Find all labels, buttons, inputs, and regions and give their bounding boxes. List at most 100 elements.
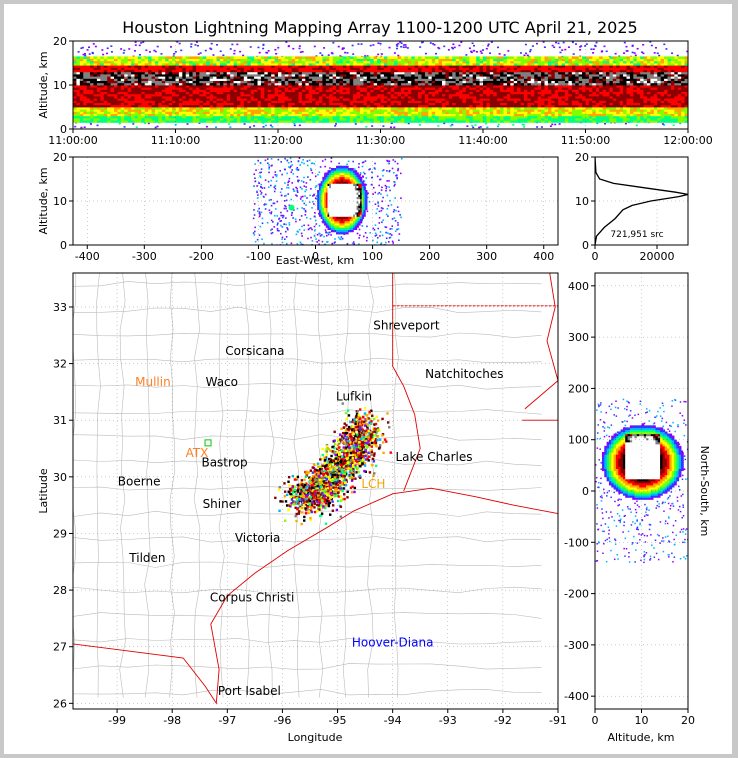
density-cell [250,100,255,103]
density-cell [356,115,361,119]
density-cell [264,80,269,84]
density-cell [424,67,429,70]
density-cell [353,76,358,79]
density-cell [267,60,272,64]
density-cell [161,87,166,90]
density-cell [254,118,259,121]
density-cell [407,109,412,112]
density-cell [319,71,324,75]
density-cell [445,107,450,110]
density-cell [452,65,457,68]
density-cell [254,85,259,88]
density-cell [414,56,419,59]
density-cell [86,100,91,103]
density-cell [363,80,368,84]
density-cell [213,107,218,110]
density-cell [407,91,412,95]
lightning-source [351,44,354,47]
density-cell [442,56,447,59]
density-cell [315,82,320,86]
density-cell [363,65,368,68]
density-cell [134,67,139,70]
density-cell [315,69,320,73]
density-cell [366,74,371,77]
density-cell [301,115,306,119]
density-cell [117,91,122,95]
density-cell [339,93,344,97]
density-cell [271,98,276,101]
density-cell [278,115,283,119]
density-cell [394,69,399,73]
density-cell [127,98,132,101]
density-cell [346,60,351,64]
density-cell [390,82,395,86]
density-cell [134,93,139,97]
density-cell [421,78,426,81]
density-cell [165,63,170,66]
density-cell [469,96,474,99]
density-cell [312,98,317,101]
density-cell [230,107,235,110]
density-cell [185,107,190,110]
density-cell [240,74,245,77]
density-cell [144,65,149,68]
density-cell [73,60,78,64]
density-cell [397,71,402,75]
density-cell [240,71,245,75]
lightning-source [142,41,145,43]
density-cell [83,113,88,117]
density-cell [219,85,224,88]
density-cell [418,98,423,101]
density-cell [155,85,160,88]
density-cell [110,93,115,97]
density-cell [319,107,324,110]
density-cell [462,115,467,119]
density-cell [120,80,125,84]
time-altitude-panel: 11:00:00 11:10:00 11:20:00 11:30:00 11:40:00… [37,35,713,147]
density-cell [370,82,375,86]
density-cell [93,89,98,92]
density-cell [342,96,347,99]
density-cell [213,71,218,75]
density-cell [281,74,286,77]
density-cell [428,67,433,70]
density-cell [79,89,84,92]
lightning-source [174,50,177,53]
density-cell [353,80,358,84]
density-cell [438,104,443,108]
density-cell [124,87,129,90]
density-cell [428,56,433,59]
density-cell [134,69,139,73]
density-cell [325,69,330,73]
density-cell [319,109,324,112]
density-cell [219,109,224,112]
density-cell [182,63,187,66]
density-cell [305,58,310,62]
density-cell [336,98,341,101]
density-cell [196,107,201,110]
density-cell [469,71,474,75]
density-cell [192,87,197,90]
density-cell [226,91,231,95]
density-cell [418,63,423,66]
density-cell [315,78,320,81]
density-cell [356,96,361,99]
density-cell [411,65,416,68]
density-cell [421,102,426,106]
density-cell [414,82,419,86]
density-cell [103,63,108,66]
density-cell [387,120,392,123]
density-cell [353,111,358,114]
lightning-source [315,55,318,57]
density-cell [366,78,371,81]
density-cell [117,89,122,92]
density-cell [363,100,368,103]
density-cell [192,104,197,108]
density-cell [428,113,433,117]
density-cell [124,56,129,59]
density-cell [288,113,293,117]
density-cell [472,107,477,110]
density-cell [168,74,173,77]
density-cell [472,93,477,97]
density-cell [165,85,170,88]
